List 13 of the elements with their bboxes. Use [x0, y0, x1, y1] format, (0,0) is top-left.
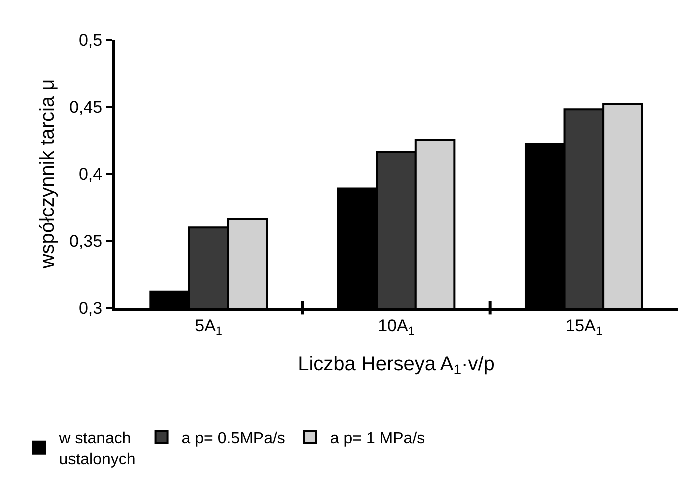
y-tick-label: 0,4 [78, 164, 103, 184]
legend-label: a p= 1 MPa/s [330, 430, 426, 448]
legend-label: w stanach ustalonych [58, 430, 136, 468]
y-tick-label: 0,5 [78, 30, 103, 50]
x-tick-label: 15A$_{1}$ [566, 316, 603, 338]
x-axis-title: Liczba Herseya A$_{1}$·v/p [298, 353, 495, 378]
y-tick-label: 0,3 [78, 298, 103, 318]
y-axis-title: współczynnik tarcia μ [37, 79, 60, 270]
x-tick-label: 5A$_{1}$ [195, 316, 223, 338]
legend-label: a p= 0.5MPa/s [182, 430, 286, 448]
y-tick-label: 0,35 [70, 232, 103, 251]
x-tick-label: 10A$_{1}$ [378, 316, 416, 338]
y-tick-label: 0,45 [70, 98, 103, 117]
